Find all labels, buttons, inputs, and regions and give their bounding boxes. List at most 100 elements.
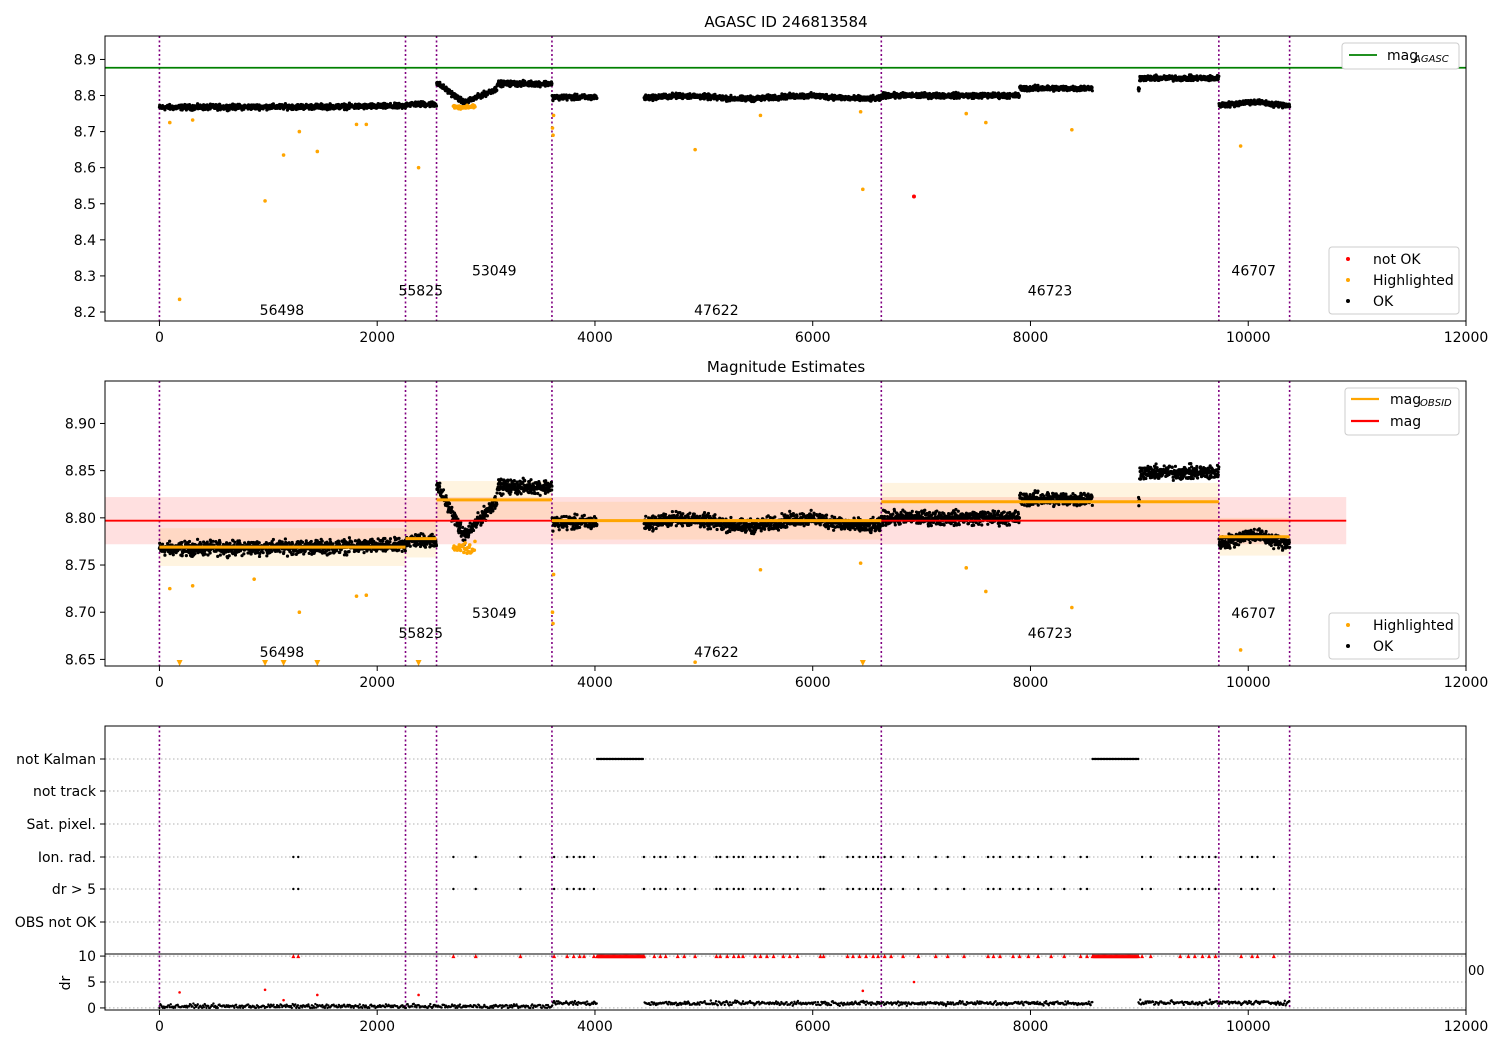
ok-point: [301, 541, 304, 544]
ok-point: [383, 537, 386, 540]
highlighted-point: [551, 126, 555, 130]
ok-point: [389, 537, 392, 540]
ok-point: [1018, 94, 1021, 97]
x-tick-label: 10000: [1226, 330, 1271, 346]
highlighted-point: [551, 133, 555, 137]
ok-point: [161, 543, 164, 546]
ok-point: [228, 542, 231, 545]
ok-point: [442, 83, 445, 86]
ok-point: [185, 554, 188, 557]
ok-point: [242, 552, 245, 555]
legend-point-marker: [1346, 299, 1350, 303]
ok-point: [350, 540, 353, 543]
highlighted-point: [964, 112, 968, 116]
x-tick-label: 6000: [795, 330, 831, 346]
y-tick-label: 8.6: [74, 161, 96, 177]
highlighted-point: [859, 110, 863, 114]
ok-point: [495, 89, 498, 92]
y-tick-label: 8.8: [74, 89, 96, 105]
panel-2-title: Magnitude Estimates: [707, 358, 865, 376]
ok-point: [1036, 84, 1039, 87]
highlighted-point: [984, 121, 988, 125]
ok-point: [595, 96, 598, 99]
x-tick-label: 0: [155, 330, 164, 346]
highlighted-point: [1239, 144, 1243, 148]
highlighted-point: [1070, 128, 1074, 132]
obsid-label: 47622: [694, 303, 739, 319]
ok-point: [435, 105, 438, 108]
ok-point: [1008, 97, 1011, 100]
ok-point: [209, 551, 212, 554]
ok-point: [286, 555, 289, 558]
ok-point: [258, 555, 261, 558]
y-tick-label: 8.2: [74, 305, 96, 321]
highlighted-point: [693, 148, 697, 152]
highlighted-point: [355, 123, 359, 127]
ok-point: [211, 540, 214, 543]
ok-point: [321, 539, 324, 542]
ok-point: [219, 553, 222, 556]
highlighted-point: [417, 166, 421, 170]
ok-point: [388, 540, 391, 543]
ok-point: [291, 542, 294, 545]
highlighted-point: [263, 199, 267, 203]
x-tick-label: 12000: [1444, 330, 1489, 346]
highlighted-point: [552, 114, 556, 118]
highlighted-point: [298, 130, 302, 134]
ok-point: [180, 541, 183, 544]
ok-point: [188, 540, 191, 543]
highlighted-point: [759, 114, 763, 118]
ok-point: [258, 541, 261, 544]
ok-point: [292, 553, 295, 556]
ok-point: [233, 541, 236, 544]
ok-point: [163, 554, 166, 557]
y-tick-label: 8.5: [74, 197, 96, 213]
ok-point: [1090, 86, 1093, 89]
highlighted-point: [316, 150, 320, 154]
ok-point: [204, 552, 207, 555]
ok-point: [181, 554, 184, 557]
x-tick-label: 8000: [1013, 330, 1049, 346]
ok-point: [262, 551, 265, 554]
highlighted-point: [191, 118, 195, 122]
highlighted-point: [178, 298, 182, 302]
ok-point: [228, 554, 231, 557]
highlighted-point: [473, 105, 477, 109]
legend-label: OK: [1373, 294, 1394, 310]
obsid-label: 46707: [1231, 263, 1276, 279]
ok-point: [348, 550, 351, 553]
legend-point-marker: [1346, 278, 1350, 282]
y-tick-label: 8.7: [74, 125, 96, 141]
ok-point: [158, 542, 161, 545]
ok-point: [282, 551, 285, 554]
ok-point: [329, 552, 332, 555]
ok-point: [310, 540, 313, 543]
ok-point: [362, 551, 365, 554]
ok-point: [218, 541, 221, 544]
obsid-label: 55825: [398, 283, 443, 299]
ok-point: [1091, 89, 1094, 92]
obsid-label: 46723: [1028, 283, 1073, 299]
ok-point: [348, 536, 351, 539]
ok-point: [345, 553, 348, 556]
x-tick-label: 4000: [577, 330, 613, 346]
ok-point: [196, 538, 199, 541]
ok-point: [550, 82, 553, 85]
ok-point: [1217, 74, 1220, 77]
obsid-label: 56498: [260, 303, 305, 319]
ok-point: [279, 550, 282, 553]
ok-point: [389, 102, 392, 105]
y-tick-label: 8.4: [74, 233, 96, 249]
x-tick-label: 2000: [359, 330, 395, 346]
legend-subscript: AGASC: [1413, 54, 1449, 65]
legend-label: Highlighted: [1373, 273, 1454, 289]
legend-label: not OK: [1373, 252, 1421, 268]
ok-point: [168, 540, 171, 543]
ok-point: [1288, 105, 1291, 108]
ok-point: [172, 553, 175, 556]
ok-point: [1138, 87, 1141, 90]
ok-point: [331, 542, 334, 545]
legend-point-marker: [1346, 257, 1350, 261]
